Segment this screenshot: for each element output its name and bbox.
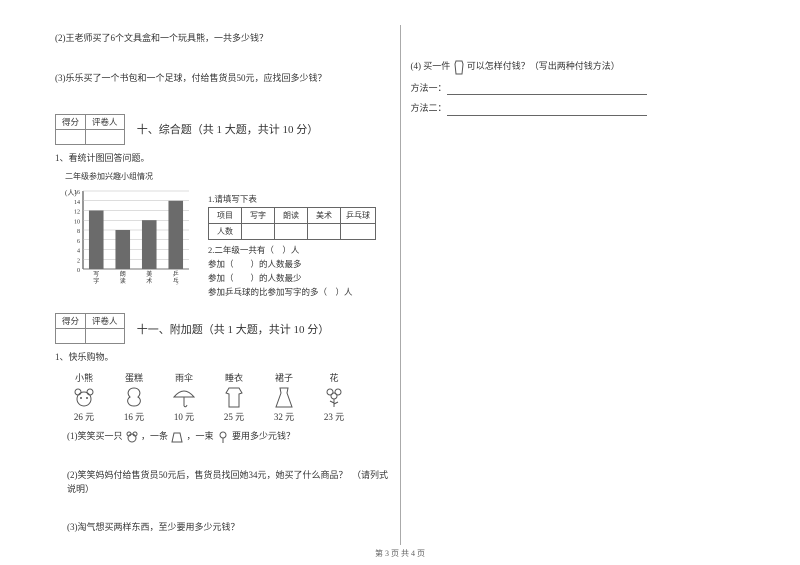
shop-item: 蛋糕16 元	[117, 371, 151, 423]
table-caption: 1.请填写下表	[208, 193, 376, 205]
p1-a: (1)笑笑买一只	[67, 431, 123, 441]
svg-text:乓: 乓	[173, 277, 179, 285]
q11-1: 1、快乐购物。	[55, 350, 390, 364]
left-column: (2)王老师买了6个文具盒和一个玩具熊，一共多少钱？ (3)乐乐买了一个书包和一…	[45, 25, 401, 545]
method-1: 方法一：	[411, 81, 746, 95]
chart-table-area: 1.请填写下表 项目写字朗读美术乒乓球 人数 2.二年级一共有（ ）人 参加（ …	[208, 185, 376, 300]
q10-1: 1、看统计图回答问题。	[55, 151, 390, 165]
section-11-header: 得分评卷人 十一、附加题（共 1 大题，共计 10 分）	[55, 313, 390, 344]
bar-chart: (人)0246810121416写字朗读美术乒乓球	[63, 185, 193, 300]
subq-4: 参加乒乓球的比参加写字的多（ ）人	[208, 286, 376, 298]
q11-p1: (1)笑笑买一只 ，一条 ，一束 要用多少元钱？	[67, 429, 390, 444]
score-label: 得分	[56, 114, 86, 129]
section-10-title: 十、综合题（共 1 大题，共计 10 分）	[137, 121, 319, 137]
p4-a: (4) 买一件	[411, 61, 451, 71]
svg-text:4: 4	[77, 249, 80, 255]
svg-text:朗: 朗	[120, 270, 126, 278]
q11-p4: (4) 买一件 可以怎样付钱？（写出两种付钱方法）	[411, 59, 746, 75]
pajama-icon	[453, 59, 465, 75]
svg-text:12: 12	[74, 210, 80, 216]
score-box-10: 得分评卷人	[55, 114, 125, 145]
q11-p3: (3)淘气想买两样东西，至少要用多少元钱？	[67, 520, 390, 534]
grader-label: 评卷人	[86, 114, 125, 129]
score-label: 得分	[56, 314, 86, 329]
svg-text:14: 14	[74, 200, 80, 206]
p1-d: 要用多少元钱？	[232, 431, 295, 441]
svg-text:写: 写	[93, 271, 99, 278]
svg-text:0: 0	[77, 268, 80, 274]
score-box-11: 得分评卷人	[55, 313, 125, 344]
items-row: 小熊26 元蛋糕16 元雨伞10 元睡衣25 元裙子32 元花23 元	[67, 371, 390, 423]
bear-icon	[125, 430, 139, 444]
right-column: (4) 买一件 可以怎样付钱？（写出两种付钱方法） 方法一： 方法二：	[401, 25, 756, 545]
svg-text:美: 美	[146, 270, 152, 278]
skirt-icon	[170, 430, 184, 444]
svg-text:8: 8	[77, 229, 80, 235]
m1-label: 方法一：	[411, 83, 447, 93]
shop-item: 花23 元	[317, 371, 351, 423]
stats-table: 项目写字朗读美术乒乓球 人数	[208, 207, 376, 240]
shop-item: 裙子32 元	[267, 371, 301, 423]
svg-text:字: 字	[93, 277, 99, 285]
p1-c: ，一束	[187, 431, 214, 441]
svg-text:术: 术	[146, 277, 152, 285]
svg-text:2: 2	[77, 258, 80, 264]
fill-line-1	[447, 84, 647, 95]
svg-text:乒: 乒	[173, 270, 179, 278]
shop-item: 雨伞10 元	[167, 371, 201, 423]
subq-3: 参加（ ）的人数最少	[208, 272, 376, 284]
svg-text:6: 6	[77, 239, 80, 245]
subq-2: 参加（ ）的人数最多	[208, 258, 376, 270]
shop-item: 小熊26 元	[67, 371, 101, 423]
fill-line-2	[447, 105, 647, 116]
svg-text:10: 10	[74, 219, 80, 225]
q-10-3: (3)乐乐买了一个书包和一个足球，付给售货员50元，应找回多少钱？	[55, 71, 390, 85]
section-10-header: 得分评卷人 十、综合题（共 1 大题，共计 10 分）	[55, 114, 390, 145]
q11-p2: (2)笑笑妈妈付给售货员50元后，售货员找回她34元，她买了什么商品？ （请列式…	[67, 468, 390, 497]
page-footer: 第 3 页 共 4 页	[0, 548, 800, 559]
grader-label: 评卷人	[86, 314, 125, 329]
q-10-2: (2)王老师买了6个文具盒和一个玩具熊，一共多少钱？	[55, 31, 390, 45]
section-11-title: 十一、附加题（共 1 大题，共计 10 分）	[137, 321, 330, 337]
m2-label: 方法二：	[411, 103, 447, 113]
svg-text:读: 读	[120, 277, 126, 285]
shop-item: 睡衣25 元	[217, 371, 251, 423]
chart-caption: 二年级参加兴趣小组情况	[65, 171, 390, 182]
subq-1: 2.二年级一共有（ ）人	[208, 244, 376, 256]
svg-text:16: 16	[74, 190, 80, 196]
p4-b: 可以怎样付钱？（写出两种付钱方法）	[467, 61, 620, 71]
p1-b: ，一条	[141, 431, 168, 441]
method-2: 方法二：	[411, 101, 746, 115]
flower-icon	[216, 430, 230, 444]
